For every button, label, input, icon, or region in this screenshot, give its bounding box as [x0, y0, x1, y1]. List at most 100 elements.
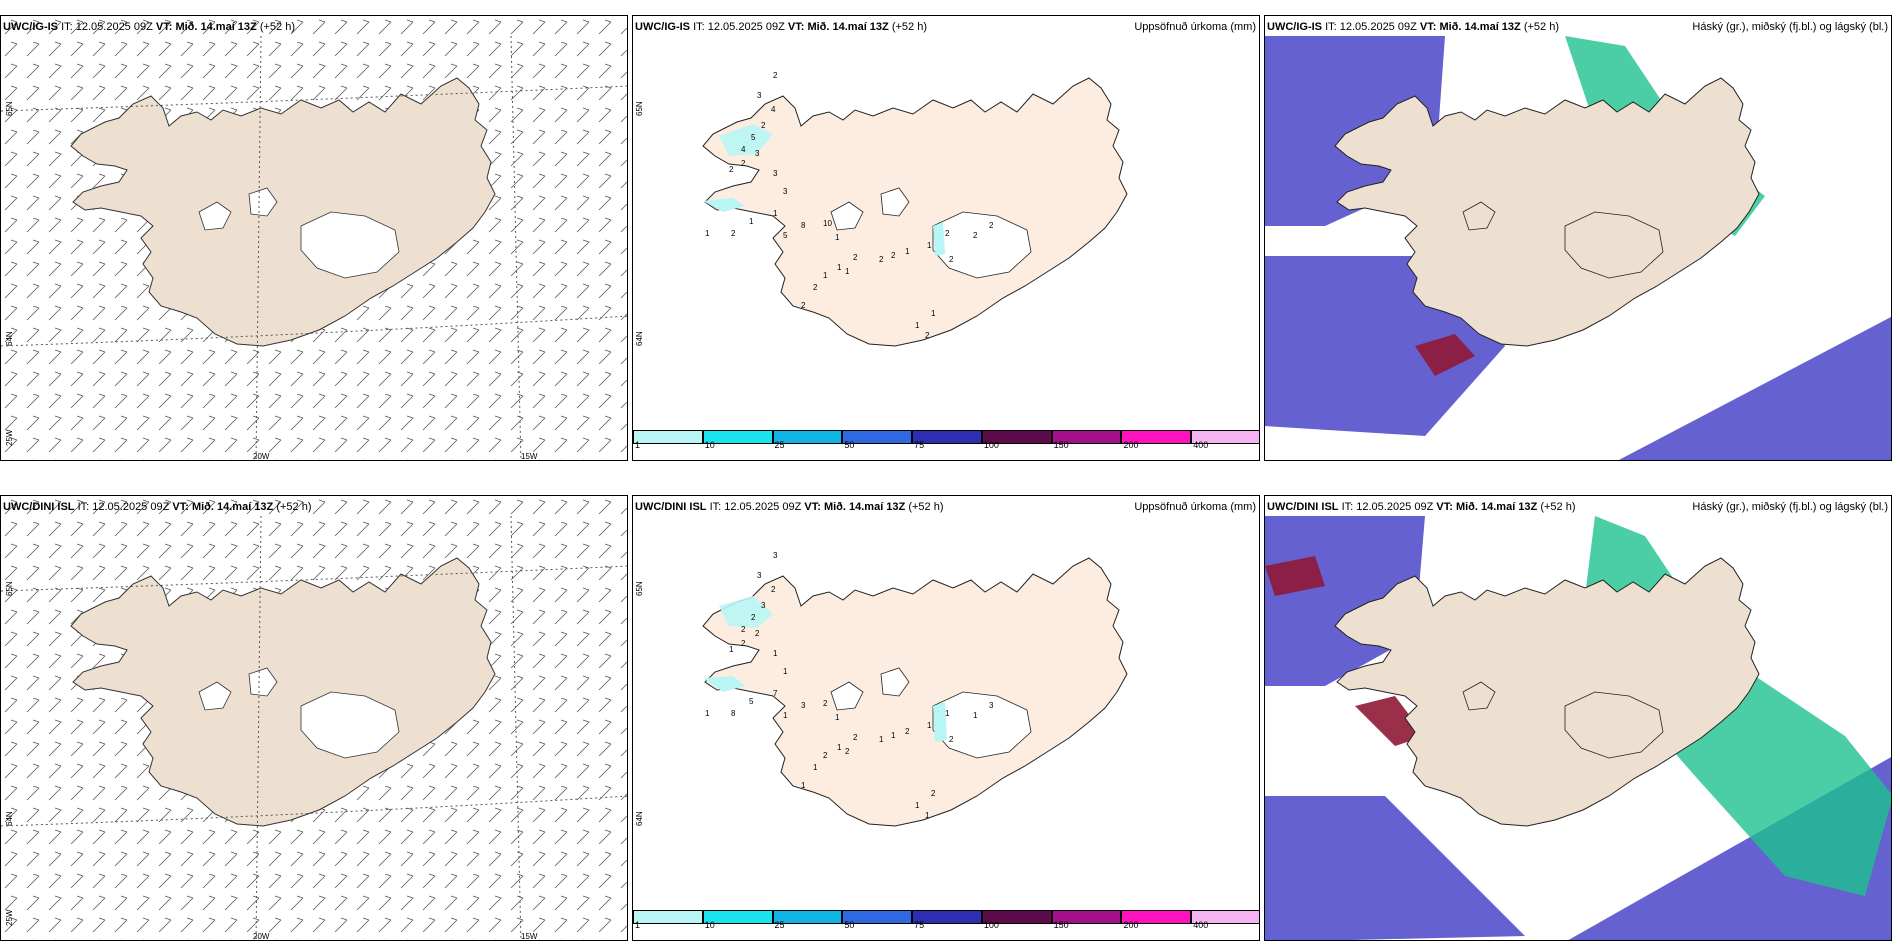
colorbar-swatch: [633, 910, 703, 924]
lat-label: 64N: [5, 331, 14, 346]
panel-cloud-row1: UWC/IG-IS IT: 12.05.2025 09Z VT: Mið. 14…: [1264, 15, 1892, 461]
precip-value: 1: [845, 267, 850, 276]
precip-value: 2: [949, 255, 954, 264]
colorbar-swatch: [981, 910, 1052, 924]
precip-title: Uppsöfnuð úrkoma (mm): [1134, 501, 1256, 513]
colorbar-swatch: [633, 430, 703, 444]
panel-header: UWC/IG-IS IT: 12.05.2025 09Z VT: Mið. 14…: [3, 21, 295, 33]
precip-value: 1: [773, 649, 778, 658]
colorbar-swatch: [702, 430, 773, 444]
colorbar-label: 150: [1053, 920, 1069, 930]
colorbar-label: 100: [983, 920, 999, 930]
precip-value: 2: [949, 735, 954, 744]
lon-label: 25W: [5, 429, 14, 446]
precip-value: 1: [915, 321, 920, 330]
lon-label: 20W: [253, 932, 270, 941]
precip-value: 1: [835, 713, 840, 722]
precip-value: 1: [925, 811, 930, 820]
precip-value: 5: [783, 231, 788, 240]
precip-value: 1: [749, 217, 754, 226]
precip-value: 1: [837, 743, 842, 752]
precip-value: 3: [801, 701, 806, 710]
lat-label: 64N: [635, 811, 644, 826]
lon-label: 20W: [253, 452, 270, 461]
lon-label: 25W: [5, 909, 14, 926]
panel-header: UWC/IG-IS IT: 12.05.2025 09Z VT: Mið. 14…: [635, 21, 927, 33]
panel-header: UWC/IG-IS IT: 12.05.2025 09Z VT: Mið. 14…: [1267, 21, 1559, 33]
colorbar-label: 400: [1193, 440, 1209, 450]
precip-value: 2: [945, 229, 950, 238]
panel-header: UWC/DINI ISL IT: 12.05.2025 09Z VT: Mið.…: [635, 501, 944, 513]
colorbar-label: 10: [704, 440, 715, 450]
colorbar-label: 400: [1193, 920, 1209, 930]
colorbar: 1 10 25 50 75 100 150 200 400: [633, 430, 1259, 450]
precip-value: 2: [771, 585, 776, 594]
precip-value: 1: [927, 241, 932, 250]
precip-value: 1: [801, 781, 806, 790]
lat-label: 65N: [5, 101, 14, 116]
precip-value: 2: [813, 283, 818, 292]
precip-value: 1: [837, 263, 842, 272]
precip-value: 10: [823, 219, 832, 228]
precip-value: 3: [783, 187, 788, 196]
precip-value: 1: [973, 711, 978, 720]
colorbar-label: 75: [914, 440, 925, 450]
precip-value: 2: [853, 253, 858, 262]
precip-value: 1: [823, 271, 828, 280]
colorbar-swatch: [1191, 430, 1259, 444]
panel-header: UWC/DINI ISL IT: 12.05.2025 09Z VT: Mið.…: [3, 501, 312, 513]
lon-label: 15W: [521, 932, 538, 941]
wind-barb-map: [1, 16, 627, 460]
precip-value: 2: [973, 231, 978, 240]
precip-value: 2: [823, 751, 828, 760]
precip-value: 3: [773, 551, 778, 560]
colorbar-swatch: [912, 430, 982, 444]
precip-value: 2: [989, 221, 994, 230]
precip-value: 2: [925, 331, 930, 340]
precip-value: 2: [905, 727, 910, 736]
precip-value: 1: [705, 229, 710, 238]
panel-wind-row2: UWC/DINI ISL IT: 12.05.2025 09Z VT: Mið.…: [0, 495, 628, 941]
lat-label: 65N: [5, 581, 14, 596]
precip-value: 2: [879, 255, 884, 264]
precip-value: 1: [705, 709, 710, 718]
colorbar-swatch: [772, 910, 843, 924]
precip-value: 1: [783, 667, 788, 676]
precip-value: 2: [823, 699, 828, 708]
colorbar-label: 1: [635, 440, 641, 450]
wind-barb-map: [1, 496, 627, 940]
precip-value: 1: [931, 309, 936, 318]
precip-value: 1: [835, 233, 840, 242]
colorbar-label: 75: [914, 920, 925, 930]
colorbar-label: 50: [844, 440, 855, 450]
precip-value: 2: [755, 629, 760, 638]
lat-label: 64N: [5, 811, 14, 826]
cloud-map: [1265, 36, 1891, 460]
colorbar-swatch: [1121, 910, 1192, 924]
colorbar-label: 100: [983, 440, 999, 450]
colorbar-swatch: [1051, 430, 1122, 444]
precip-value: 1: [927, 721, 932, 730]
colorbar-swatch: [702, 910, 773, 924]
precip-value: 2: [853, 733, 858, 742]
colorbar-label: 25: [774, 440, 785, 450]
colorbar-label: 200: [1123, 920, 1139, 930]
colorbar-swatch: [1121, 430, 1192, 444]
precip-value: 1: [891, 731, 896, 740]
precip-value: 2: [741, 159, 746, 168]
precip-value: 4: [771, 105, 776, 114]
precip-value: 1: [945, 709, 950, 718]
precip-value: 8: [801, 221, 806, 230]
lat-label: 65N: [635, 101, 644, 116]
precip-value: 4: [741, 145, 746, 154]
precip-value: 8: [731, 709, 736, 718]
panel-cloud-row2: UWC/DINI ISL IT: 12.05.2025 09Z VT: Mið.…: [1264, 495, 1892, 941]
cloud-title: Háský (gr.), miðský (fj.bl.) og lágský (…: [1692, 501, 1888, 513]
colorbar: 1 10 25 50 75 100 150 200 400: [633, 910, 1259, 930]
precip-value: 2: [801, 301, 806, 310]
colorbar-swatch: [772, 430, 843, 444]
panel-header: UWC/DINI ISL IT: 12.05.2025 09Z VT: Mið.…: [1267, 501, 1576, 513]
lon-label: 15W: [521, 452, 538, 461]
